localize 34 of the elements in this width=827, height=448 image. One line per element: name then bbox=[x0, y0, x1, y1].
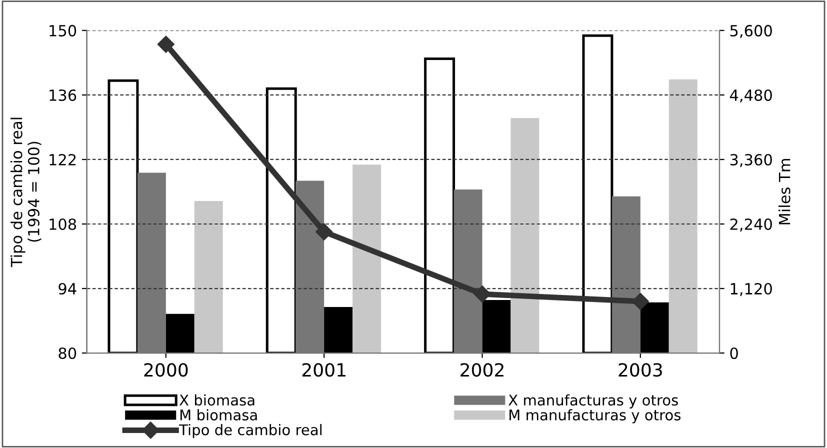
y-tick-label: 122 bbox=[50, 154, 76, 166]
legend-label: X biomasa bbox=[179, 394, 254, 406]
point bbox=[157, 36, 174, 53]
y2-axis-title: Miles Tm bbox=[778, 158, 790, 224]
bar bbox=[108, 79, 139, 354]
x-tick-label: 2002 bbox=[460, 363, 504, 377]
bar bbox=[424, 57, 456, 354]
y-tick-label: 80 bbox=[58, 347, 76, 360]
y2-tick-label: 5,600 bbox=[730, 24, 772, 38]
y2-tick-label: 2,240 bbox=[730, 218, 772, 232]
legend-label: X manufacturas y otros bbox=[508, 394, 678, 408]
y2-tick-label: 1,120 bbox=[730, 282, 772, 296]
bar bbox=[668, 79, 698, 354]
point bbox=[316, 223, 333, 240]
legend-label: M manufacturas y otros bbox=[510, 409, 681, 424]
bar bbox=[352, 164, 382, 354]
x-tick-label: 2001 bbox=[302, 363, 346, 377]
point bbox=[474, 285, 491, 303]
y-tick-label: 94 bbox=[58, 282, 76, 295]
y2-tick-label: 3,360 bbox=[730, 154, 772, 168]
bar bbox=[582, 34, 614, 354]
x-tick-label: 2003 bbox=[618, 363, 662, 377]
y-axis-title: Tipo de cambio real (1994 = 100) bbox=[10, 118, 42, 268]
y2-tick-label: 0 bbox=[730, 347, 738, 360]
legend-label: M biomasa bbox=[180, 409, 257, 420]
y-tick-label: 136 bbox=[50, 89, 76, 101]
y-tick-label: 150 bbox=[50, 24, 76, 36]
y2-tick-label: 4,480 bbox=[730, 89, 772, 103]
bar bbox=[510, 118, 540, 354]
bar bbox=[194, 200, 223, 354]
bar bbox=[266, 87, 297, 354]
x-tick-label: 2000 bbox=[144, 363, 188, 377]
legend-label: Tipo de cambio real bbox=[179, 424, 322, 438]
y-tick-label: 108 bbox=[50, 218, 76, 230]
